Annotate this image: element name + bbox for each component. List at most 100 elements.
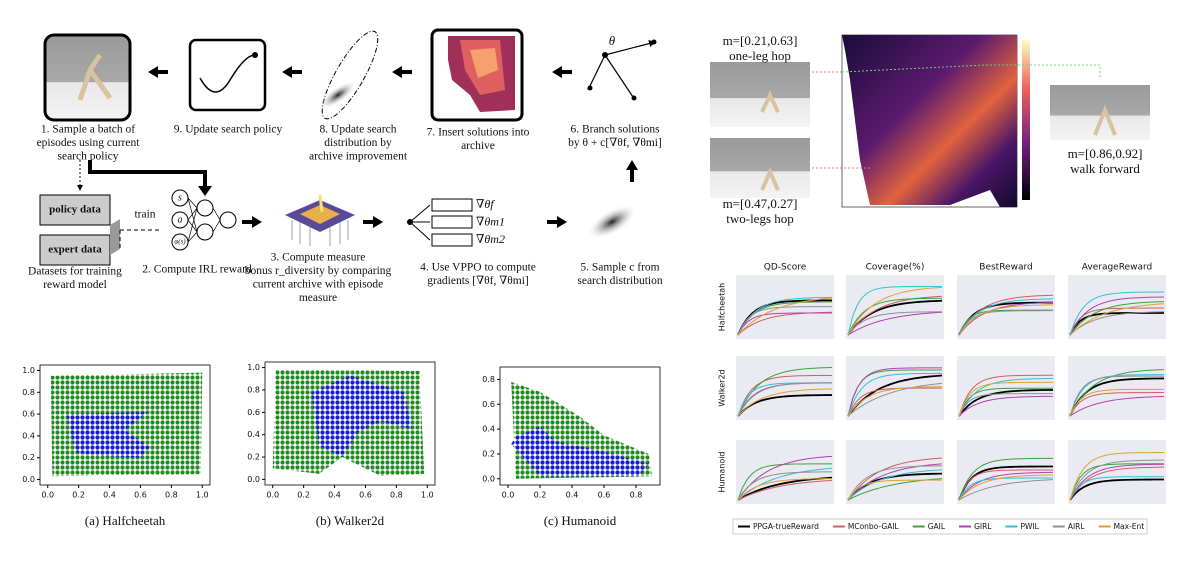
step-caption: archive improvement <box>309 151 408 163</box>
curve <box>737 455 833 501</box>
curve <box>847 469 943 501</box>
step-caption: 3. Compute measure <box>271 252 366 264</box>
y-tick-label: 0.4 <box>482 425 495 434</box>
curve <box>1069 459 1165 501</box>
box-label: policy data <box>49 204 101 216</box>
y-tick-label: 0.0 <box>22 475 35 484</box>
row-title: Halfcheetah <box>718 283 727 331</box>
subfigure-caption: (b) Walker2d <box>316 513 385 528</box>
x-tick-label: 0.0 <box>41 491 54 500</box>
panel-bg <box>846 275 944 339</box>
step-caption: gradients [∇θf, ∇θmi] <box>427 275 528 287</box>
x-tick-label: 0.0 <box>502 491 515 500</box>
curve <box>1069 369 1165 417</box>
curve <box>1069 463 1165 501</box>
behavior-label: two-legs hop <box>726 211 794 226</box>
curve <box>737 312 833 336</box>
curve <box>737 479 833 501</box>
curve <box>737 374 833 417</box>
y-tick-label: 1.0 <box>22 366 35 375</box>
curve <box>958 304 1054 336</box>
measure-label: m=[0.21,0.63] <box>723 33 798 48</box>
curve <box>847 285 943 336</box>
step-caption: 4. Use VPPO to compute <box>420 262 536 274</box>
archive-map-graphics <box>710 34 1150 208</box>
box-label: expert data <box>48 244 102 256</box>
step-caption: current archive with episode <box>253 279 384 291</box>
legend-label: PPGA-trueReward <box>753 522 819 531</box>
net-input: s <box>178 192 182 203</box>
y-tick-label: 0.6 <box>22 410 35 419</box>
curve <box>847 286 943 336</box>
curve <box>958 471 1054 501</box>
y-tick-label: 1.0 <box>247 363 260 372</box>
legend-label: GIRL <box>974 522 992 531</box>
panel-bg <box>1068 275 1166 339</box>
column-title: BestReward <box>979 263 1032 273</box>
step-caption: 5. Sample c from <box>580 262 659 274</box>
point-cloud <box>511 426 649 477</box>
pipeline-graphics <box>39 28 657 266</box>
x-tick-label: 0.6 <box>134 491 147 500</box>
curve <box>958 381 1054 417</box>
curve <box>1069 303 1165 336</box>
curve <box>737 382 833 417</box>
curve <box>958 457 1054 501</box>
theta-label: θ <box>609 33 616 48</box>
x-tick-label: 0.8 <box>390 491 403 500</box>
panel-bg <box>1068 440 1166 504</box>
behavior-label: one-leg hop <box>729 48 791 63</box>
curve <box>737 478 833 501</box>
curve <box>847 311 943 336</box>
curve <box>1069 307 1165 336</box>
x-tick-label: 0.6 <box>359 491 372 500</box>
subfigure-caption: (c) Humanoid <box>544 513 617 528</box>
step-caption: 6. Branch solutions <box>570 124 660 136</box>
step-caption: archive <box>461 140 495 152</box>
panel-bg <box>736 356 834 420</box>
y-tick-label: 0.2 <box>482 449 495 458</box>
curve <box>847 382 943 417</box>
column-title: Coverage(%) <box>866 263 925 273</box>
curve <box>1069 476 1165 501</box>
x-tick-label: 0.2 <box>534 491 547 500</box>
curve <box>737 297 833 336</box>
y-tick-label: 0.2 <box>22 453 35 462</box>
curve <box>737 388 833 417</box>
y-tick-label: 0.8 <box>22 388 35 397</box>
x-tick-label: 0.4 <box>103 491 116 500</box>
x-tick-label: 0.2 <box>297 491 310 500</box>
y-tick-label: 0.8 <box>482 375 495 384</box>
panel-bg <box>957 440 1055 504</box>
row-title: Walker2d <box>718 369 727 406</box>
x-tick-label: 1.0 <box>196 491 209 500</box>
point-cloud <box>66 411 150 458</box>
y-tick-label: 0.0 <box>482 474 495 483</box>
legend-label: PWIL <box>1020 522 1039 531</box>
datasets-caption: Datasets for training <box>28 266 122 278</box>
subfigure-caption: (a) Halfcheetah <box>85 513 166 528</box>
curve <box>958 469 1054 501</box>
step-caption: 7. Insert solutions into <box>427 127 530 139</box>
gradient-label: ∇θm2 <box>476 232 505 246</box>
curve <box>737 463 833 501</box>
curve <box>1069 463 1165 501</box>
y-tick-label: 0.6 <box>247 408 260 417</box>
curve <box>958 474 1054 501</box>
legend-label: AIRL <box>1068 522 1086 531</box>
net-input: φ(s) <box>174 238 186 246</box>
curve <box>847 372 943 417</box>
y-tick-label: 0.4 <box>22 431 35 440</box>
column-title: QD-Score <box>764 263 807 273</box>
step-caption: distribution by <box>324 137 392 149</box>
y-tick-label: 0.6 <box>482 400 495 409</box>
curve <box>958 378 1054 417</box>
curve <box>958 477 1054 501</box>
curve <box>847 295 943 336</box>
curve <box>1069 392 1165 417</box>
curve <box>1069 291 1165 336</box>
curve <box>737 366 833 417</box>
curve <box>958 298 1054 336</box>
curve <box>958 374 1054 417</box>
curve <box>737 394 833 417</box>
